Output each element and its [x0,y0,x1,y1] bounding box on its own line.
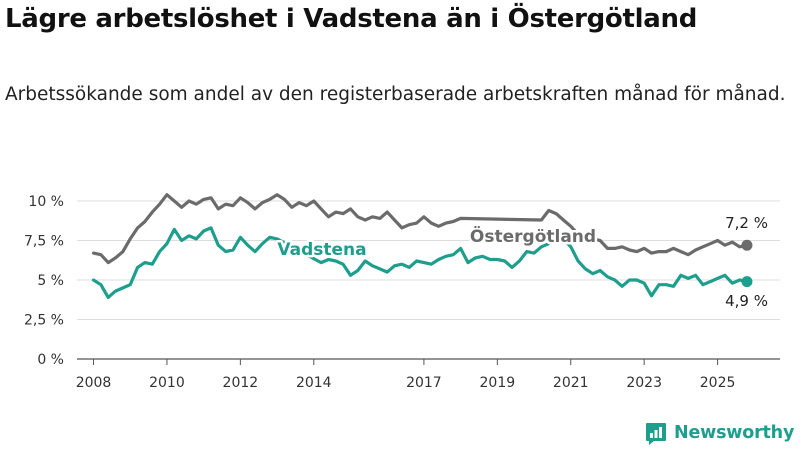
series-label-ostergotland: Östergötland [470,225,596,247]
end-value-label-vadstena: 4,9 % [725,292,768,310]
end-point-ostergotland [741,239,753,251]
series-line-vadstena [91,226,749,299]
x-tick-label: 2017 [406,375,442,391]
newsworthy-logo[interactable]: Newsworthy [644,420,794,446]
series-label-vadstena: Vadstena [277,240,366,260]
chart-title: Lägre arbetslöshet i Vadstena än i Öster… [5,4,698,34]
x-tick-label: 2008 [76,375,112,391]
y-axis-ticks: 0 % 2,5 % 5 % 7,5 % 10 % [24,194,64,368]
chart-subtitle: Arbetssökande som andel av den registerb… [5,84,786,105]
x-tick-label: 2012 [223,375,259,391]
x-tick-label: 2014 [296,375,332,391]
y-tick-label: 5 % [37,273,64,289]
brand-name: Newsworthy [674,423,795,443]
x-axis-ticks: 2008 2010 2012 2014 2017 2019 2021 2023 2025 [76,359,736,391]
y-tick-label: 7,5 % [24,234,64,250]
y-tick-label: 2,5 % [24,313,64,329]
series-lines [91,193,753,299]
series-labels: Östergötland Vadstena 7,2 % 4,9 % [275,212,771,313]
end-point-vadstena [741,276,753,288]
grid-lines [77,200,780,360]
y-tick-label: 10 % [28,194,64,210]
x-tick-label: 2019 [480,375,516,391]
x-tick-label: 2023 [626,375,662,391]
x-tick-label: 2010 [149,375,185,391]
bar-chart-logo-icon [646,423,666,445]
end-value-label-ostergotland: 7,2 % [725,214,768,232]
x-tick-label: 2025 [700,375,736,391]
series-line-ostergotland [91,193,749,265]
x-tick-label: 2021 [553,375,589,391]
y-tick-label: 0 % [37,352,64,368]
